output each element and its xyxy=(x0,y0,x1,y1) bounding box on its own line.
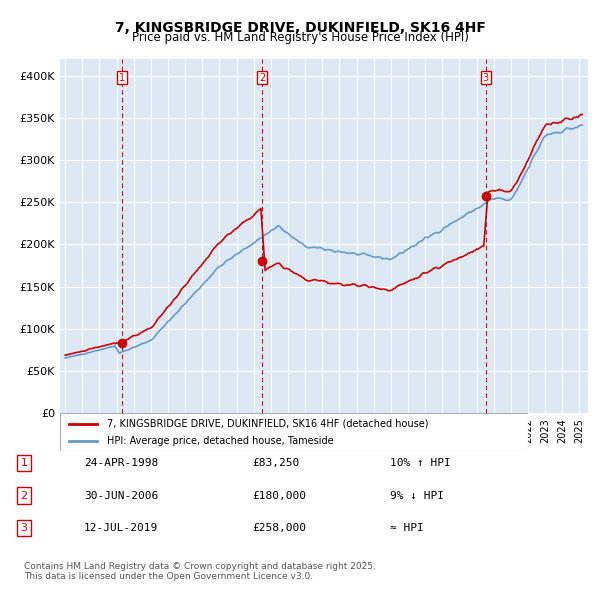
Text: HPI: Average price, detached house, Tameside: HPI: Average price, detached house, Tame… xyxy=(107,435,334,445)
Text: 10% ↑ HPI: 10% ↑ HPI xyxy=(390,458,451,468)
Text: Contains HM Land Registry data © Crown copyright and database right 2025.
This d: Contains HM Land Registry data © Crown c… xyxy=(24,562,376,581)
Text: 3: 3 xyxy=(482,73,489,83)
Text: 2: 2 xyxy=(20,491,28,500)
Text: 12-JUL-2019: 12-JUL-2019 xyxy=(84,523,158,533)
Text: ≈ HPI: ≈ HPI xyxy=(390,523,424,533)
Text: £258,000: £258,000 xyxy=(252,523,306,533)
Text: 7, KINGSBRIDGE DRIVE, DUKINFIELD, SK16 4HF: 7, KINGSBRIDGE DRIVE, DUKINFIELD, SK16 4… xyxy=(115,21,485,35)
Text: 3: 3 xyxy=(20,523,28,533)
Text: 1: 1 xyxy=(20,458,28,468)
Text: Price paid vs. HM Land Registry's House Price Index (HPI): Price paid vs. HM Land Registry's House … xyxy=(131,31,469,44)
Text: £83,250: £83,250 xyxy=(252,458,299,468)
Text: £180,000: £180,000 xyxy=(252,491,306,500)
Text: 1: 1 xyxy=(119,73,125,83)
Text: 7, KINGSBRIDGE DRIVE, DUKINFIELD, SK16 4HF (detached house): 7, KINGSBRIDGE DRIVE, DUKINFIELD, SK16 4… xyxy=(107,419,428,429)
Text: 2: 2 xyxy=(259,73,265,83)
Text: 24-APR-1998: 24-APR-1998 xyxy=(84,458,158,468)
Text: 9% ↓ HPI: 9% ↓ HPI xyxy=(390,491,444,500)
Text: 30-JUN-2006: 30-JUN-2006 xyxy=(84,491,158,500)
